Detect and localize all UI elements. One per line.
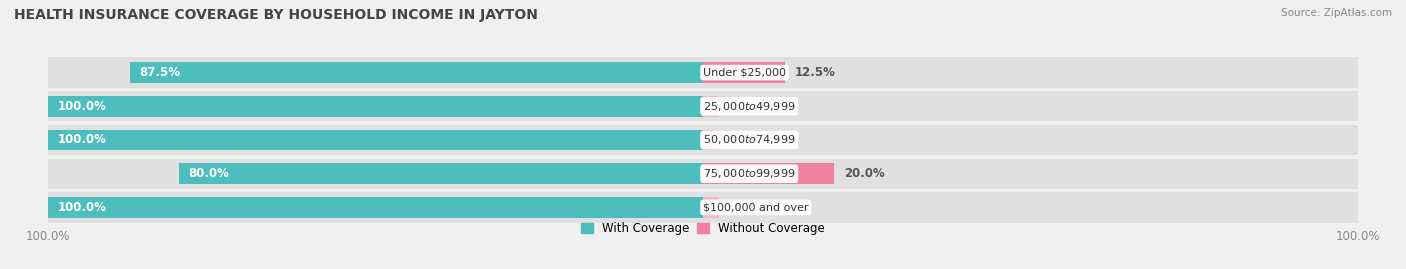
- Text: 100.0%: 100.0%: [58, 201, 107, 214]
- Text: 100.0%: 100.0%: [58, 133, 107, 147]
- Bar: [48, 130, 703, 150]
- Text: 0.0%: 0.0%: [730, 100, 762, 113]
- Bar: [48, 96, 703, 117]
- Bar: [48, 91, 1358, 122]
- Legend: With Coverage, Without Coverage: With Coverage, Without Coverage: [576, 217, 830, 240]
- Text: Under $25,000: Under $25,000: [703, 68, 786, 77]
- Text: Source: ZipAtlas.com: Source: ZipAtlas.com: [1281, 8, 1392, 18]
- Text: 12.5%: 12.5%: [794, 66, 835, 79]
- Bar: [703, 130, 720, 150]
- Bar: [48, 192, 1358, 223]
- Bar: [703, 197, 720, 218]
- Text: $100,000 and over: $100,000 and over: [703, 203, 808, 213]
- Text: 100.0%: 100.0%: [58, 100, 107, 113]
- Bar: [703, 96, 720, 117]
- Bar: [703, 163, 834, 184]
- Text: 20.0%: 20.0%: [844, 167, 884, 180]
- Bar: [48, 197, 703, 218]
- Text: 80.0%: 80.0%: [188, 167, 229, 180]
- Bar: [48, 125, 1358, 155]
- Bar: [48, 57, 1358, 88]
- Text: 0.0%: 0.0%: [730, 133, 762, 147]
- Bar: [703, 62, 785, 83]
- Text: $50,000 to $74,999: $50,000 to $74,999: [703, 133, 796, 147]
- Bar: [179, 163, 703, 184]
- Text: $25,000 to $49,999: $25,000 to $49,999: [703, 100, 796, 113]
- Bar: [129, 62, 703, 83]
- Text: $75,000 to $99,999: $75,000 to $99,999: [703, 167, 796, 180]
- Bar: [48, 158, 1358, 189]
- Text: 0.0%: 0.0%: [730, 201, 762, 214]
- Text: 87.5%: 87.5%: [139, 66, 180, 79]
- Text: HEALTH INSURANCE COVERAGE BY HOUSEHOLD INCOME IN JAYTON: HEALTH INSURANCE COVERAGE BY HOUSEHOLD I…: [14, 8, 538, 22]
